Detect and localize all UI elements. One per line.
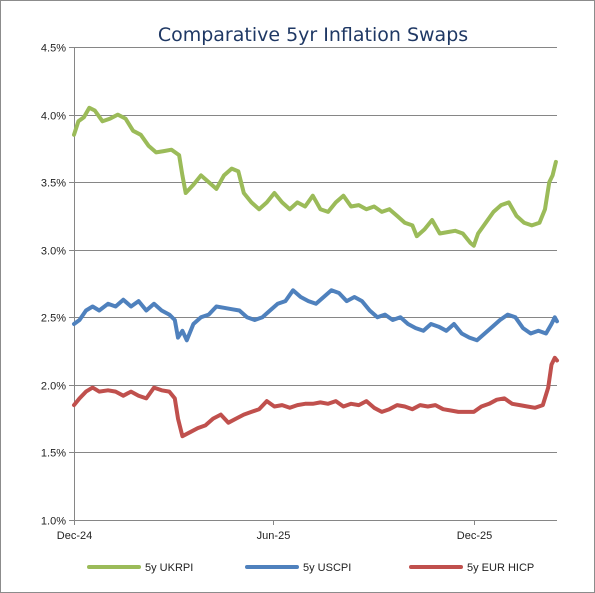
series-line [72, 288, 559, 343]
y-tick-label: 1.5% [41, 448, 66, 460]
legend-label: 5y USCPI [303, 562, 351, 574]
legend-label: 5y EUR HICP [467, 562, 534, 574]
y-tick-label: 1.0% [41, 516, 66, 528]
legend-label: 5y UKRPI [145, 562, 193, 574]
chart-title: Comparative 5yr Inflation Swaps [158, 24, 468, 46]
x-tick-label: Jun-25 [257, 530, 291, 542]
y-tick-label: 2.0% [41, 381, 66, 393]
x-tick-label: Dec-25 [457, 530, 492, 542]
y-tick-label: 3.5% [41, 178, 66, 190]
legend: 5y UKRPI 5y USCPI 5y EUR HICP [87, 562, 534, 574]
y-tick-label: 2.5% [41, 313, 66, 325]
y-tick-label: 4.0% [41, 111, 66, 123]
y-tick-label: 3.0% [41, 246, 66, 258]
y-tick-label: 4.5% [41, 43, 66, 55]
axes: 4.5% 4.0% 3.5% 3.0% 2.5% 2.0% 1.5% 1.0% Dec-24 Ju… [41, 43, 557, 542]
x-tick-label: Dec-24 [57, 530, 92, 542]
series-lines [72, 105, 559, 439]
series-line [72, 105, 558, 248]
series-line [72, 355, 559, 439]
gridlines [74, 47, 557, 453]
